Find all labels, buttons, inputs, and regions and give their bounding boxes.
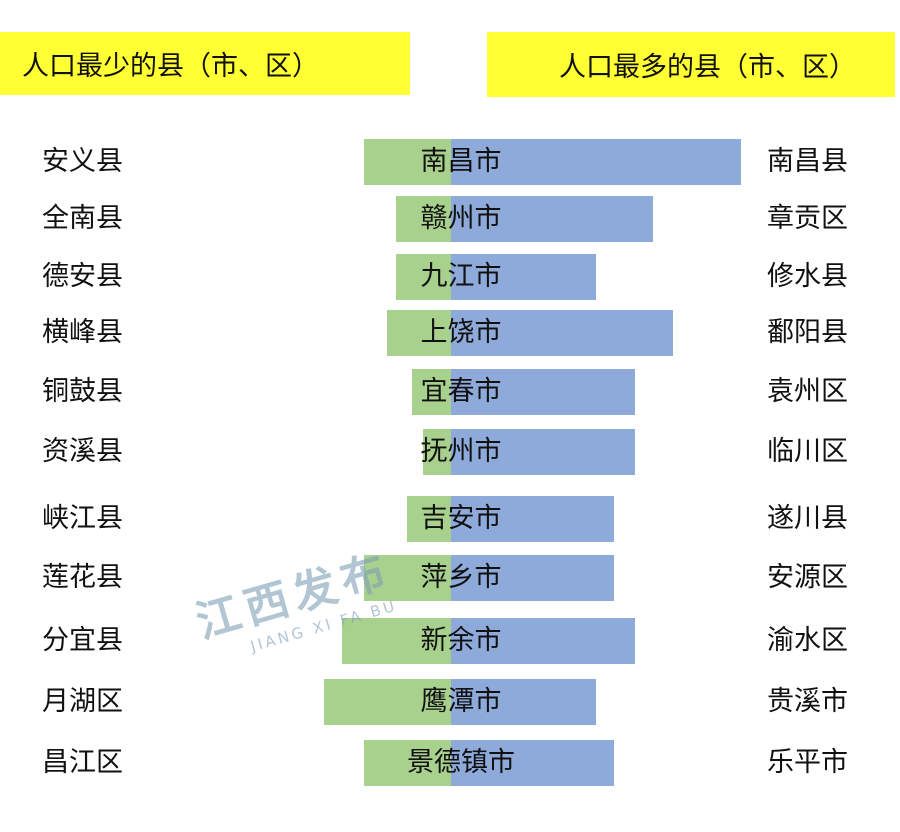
least-populous-label: 德安县 bbox=[42, 261, 123, 292]
least-populous-label: 资溪县 bbox=[42, 436, 123, 467]
most-populous-label: 乐平市 bbox=[767, 747, 848, 778]
least-populous-label: 安义县 bbox=[42, 146, 123, 177]
left-bar bbox=[396, 254, 451, 300]
category-label: 景德镇市 bbox=[407, 747, 515, 778]
right-bar bbox=[451, 310, 673, 356]
left-header: 人口最少的县（市、区） bbox=[0, 32, 410, 95]
most-populous-label: 章贡区 bbox=[767, 203, 848, 234]
least-populous-label: 莲花县 bbox=[42, 562, 123, 593]
most-populous-label: 南昌县 bbox=[767, 146, 848, 177]
left-bar bbox=[412, 369, 451, 415]
right-bar bbox=[451, 496, 614, 542]
least-populous-label: 昌江区 bbox=[42, 747, 123, 778]
most-populous-label: 袁州区 bbox=[767, 376, 848, 407]
least-populous-label: 月湖区 bbox=[42, 686, 123, 717]
most-populous-label: 贵溪市 bbox=[767, 686, 848, 717]
most-populous-label: 渝水区 bbox=[767, 625, 848, 656]
least-populous-label: 横峰县 bbox=[42, 317, 123, 348]
right-bar bbox=[451, 196, 653, 242]
left-bar bbox=[396, 196, 451, 242]
least-populous-label: 全南县 bbox=[42, 203, 123, 234]
right-bar bbox=[451, 369, 635, 415]
most-populous-label: 修水县 bbox=[767, 261, 848, 292]
least-populous-label: 分宜县 bbox=[42, 625, 123, 656]
right-bar bbox=[451, 740, 614, 786]
left-bar bbox=[364, 555, 451, 601]
most-populous-label: 鄱阳县 bbox=[767, 317, 848, 348]
left-bar bbox=[364, 139, 451, 185]
left-bar bbox=[387, 310, 451, 356]
right-bar bbox=[451, 429, 635, 475]
category-label: 新余市 bbox=[420, 625, 502, 656]
left-bar bbox=[364, 740, 451, 786]
category-label: 萍乡市 bbox=[420, 562, 502, 593]
most-populous-label: 遂川县 bbox=[767, 503, 848, 534]
right-bar bbox=[451, 254, 596, 300]
category-label: 上饶市 bbox=[420, 317, 502, 348]
category-label: 鹰潭市 bbox=[420, 686, 502, 717]
right-bar bbox=[451, 679, 596, 725]
category-label: 九江市 bbox=[420, 261, 502, 292]
least-populous-label: 峡江县 bbox=[42, 503, 123, 534]
left-bar bbox=[423, 429, 451, 475]
most-populous-label: 安源区 bbox=[767, 562, 848, 593]
right-header: 人口最多的县（市、区） bbox=[487, 32, 895, 97]
category-label: 吉安市 bbox=[420, 503, 502, 534]
left-bar bbox=[342, 618, 451, 664]
right-bar bbox=[451, 618, 635, 664]
right-bar bbox=[451, 139, 741, 185]
least-populous-label: 铜鼓县 bbox=[42, 376, 123, 407]
most-populous-label: 临川区 bbox=[767, 436, 848, 467]
category-label: 宜春市 bbox=[420, 376, 502, 407]
left-bar bbox=[324, 679, 451, 725]
category-label: 抚州市 bbox=[420, 436, 502, 467]
category-label: 赣州市 bbox=[420, 203, 502, 234]
right-bar bbox=[451, 555, 614, 601]
left-bar bbox=[407, 496, 451, 542]
category-label: 南昌市 bbox=[420, 146, 502, 177]
